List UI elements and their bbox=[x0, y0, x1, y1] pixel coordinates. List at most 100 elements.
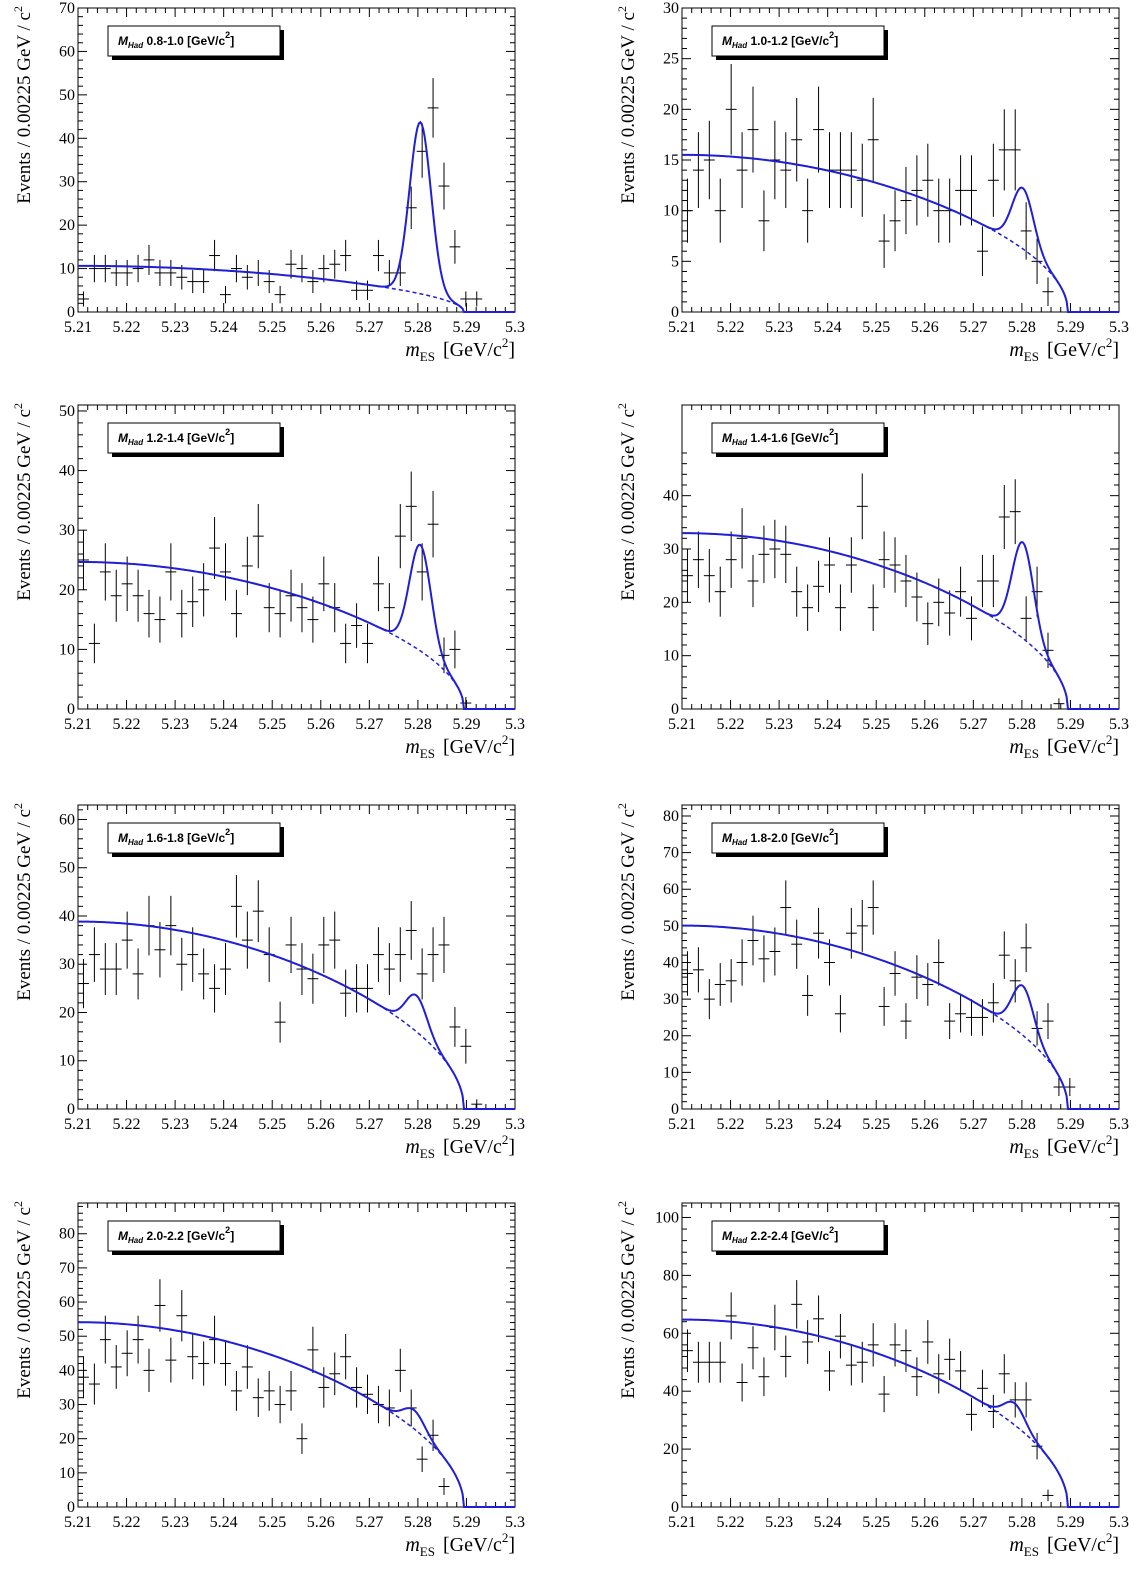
y-tick-label: 10 bbox=[663, 648, 679, 665]
data-point bbox=[143, 589, 155, 638]
legend-label: MHad 1.4-1.6 [GeV/c2] bbox=[722, 427, 838, 447]
data-point bbox=[285, 249, 297, 279]
data-point bbox=[703, 1341, 715, 1383]
chart-panel: 5.21 5.22 5.23 5.24 5.25 5.26 5.27 5.28 5.29 5.3 0… bbox=[615, 403, 1129, 761]
x-tick-label: 5.26 bbox=[911, 1514, 939, 1531]
x-tick-label: 5.3 bbox=[1109, 319, 1129, 336]
plot-frame bbox=[77, 7, 516, 313]
data-point bbox=[187, 927, 199, 982]
y-tick-label: 0 bbox=[671, 1101, 679, 1118]
data-point bbox=[121, 911, 133, 969]
data-point bbox=[187, 1334, 199, 1380]
x-tick-label: 5.24 bbox=[814, 1514, 842, 1531]
chart-panel: 5.21 5.22 5.23 5.24 5.25 5.26 5.27 5.28 5.29 5.3 0… bbox=[11, 803, 525, 1161]
data-point bbox=[736, 508, 748, 569]
data-point bbox=[405, 471, 417, 542]
data-point bbox=[747, 554, 759, 608]
data-point bbox=[1009, 479, 1021, 545]
data-point bbox=[1042, 1003, 1054, 1040]
data-point bbox=[976, 226, 988, 277]
y-tick-label: 10 bbox=[59, 1053, 75, 1070]
data-point bbox=[998, 109, 1010, 191]
data-point bbox=[933, 939, 945, 986]
y-tick-label: 50 bbox=[59, 403, 75, 420]
data-point bbox=[998, 485, 1010, 549]
data-point bbox=[220, 543, 231, 601]
x-tick-label: 5.23 bbox=[161, 319, 189, 336]
data-point bbox=[241, 536, 253, 596]
data-point bbox=[856, 473, 868, 540]
y-tick-label: 30 bbox=[59, 1397, 75, 1414]
data-point bbox=[78, 530, 89, 590]
y-tick-label: 10 bbox=[59, 261, 75, 278]
data-point bbox=[427, 927, 439, 982]
data-point bbox=[966, 1397, 977, 1431]
data-point bbox=[209, 517, 221, 580]
y-tick-label: 20 bbox=[663, 1441, 679, 1458]
background-fit-curve bbox=[78, 265, 515, 313]
data-point bbox=[955, 1351, 967, 1391]
x-tick-label: 5.24 bbox=[814, 716, 842, 733]
x-tick-label: 5.28 bbox=[404, 1514, 432, 1531]
y-tick-label: 10 bbox=[59, 641, 75, 658]
data-point bbox=[449, 1007, 461, 1047]
data-point bbox=[351, 603, 363, 648]
x-tick-label: 5.26 bbox=[307, 1116, 335, 1133]
data-point bbox=[362, 1374, 373, 1414]
x-tick-label: 5.25 bbox=[258, 716, 286, 733]
x-tick-label: 5.28 bbox=[404, 1116, 432, 1133]
data-point bbox=[682, 549, 693, 603]
data-point bbox=[791, 1280, 803, 1329]
data-point bbox=[966, 596, 977, 641]
data-point bbox=[394, 927, 406, 982]
data-point bbox=[791, 919, 803, 969]
data-point bbox=[471, 1099, 483, 1109]
x-tick-label: 5.25 bbox=[862, 716, 890, 733]
data-point bbox=[143, 1348, 155, 1392]
data-point bbox=[372, 927, 384, 982]
legend-label: MHad 1.8-2.0 [GeV/c2] bbox=[722, 827, 838, 847]
y-tick-label: 70 bbox=[59, 1260, 75, 1277]
data-point bbox=[78, 1356, 89, 1399]
data-point bbox=[966, 999, 977, 1036]
x-tick-label: 5.22 bbox=[717, 1514, 745, 1531]
data-point bbox=[900, 1003, 912, 1040]
data-point bbox=[714, 566, 726, 617]
data-point bbox=[230, 589, 242, 638]
data-point bbox=[329, 1352, 341, 1396]
x-tick-label: 5.27 bbox=[355, 1116, 383, 1133]
x-tick-label: 5.3 bbox=[505, 319, 525, 336]
data-point bbox=[362, 964, 373, 1013]
data-point bbox=[274, 1001, 286, 1043]
data-point bbox=[252, 1378, 264, 1418]
x-tick-label: 5.29 bbox=[1056, 716, 1084, 733]
data-point bbox=[318, 254, 330, 283]
y-tick-label: 40 bbox=[663, 488, 679, 505]
background-fit-curve bbox=[78, 561, 515, 710]
y-tick-label: 5 bbox=[671, 253, 679, 270]
y-tick-label: 60 bbox=[59, 43, 75, 60]
data-point bbox=[176, 589, 188, 638]
data-point bbox=[198, 270, 210, 294]
data-point bbox=[878, 214, 890, 268]
y-tick-label: 30 bbox=[59, 522, 75, 539]
data-point bbox=[802, 584, 814, 631]
data-point bbox=[1009, 959, 1021, 1003]
data-point bbox=[692, 531, 704, 588]
data-point bbox=[340, 969, 352, 1017]
data-point bbox=[802, 975, 814, 1016]
data-point bbox=[176, 1290, 188, 1342]
data-point bbox=[758, 935, 770, 983]
data-point bbox=[209, 964, 221, 1013]
data-point bbox=[438, 916, 450, 974]
data-point bbox=[241, 1345, 253, 1389]
data-point bbox=[230, 875, 242, 938]
y-axis-title: Events / 0.00225 GeV / c2 bbox=[615, 6, 639, 204]
data-point bbox=[438, 637, 450, 674]
data-point bbox=[1042, 277, 1054, 307]
y-tick-label: 50 bbox=[663, 918, 679, 935]
data-point bbox=[692, 947, 704, 993]
x-tick-label: 5.27 bbox=[959, 716, 987, 733]
x-tick-label: 5.28 bbox=[404, 319, 432, 336]
data-point bbox=[714, 1341, 726, 1383]
